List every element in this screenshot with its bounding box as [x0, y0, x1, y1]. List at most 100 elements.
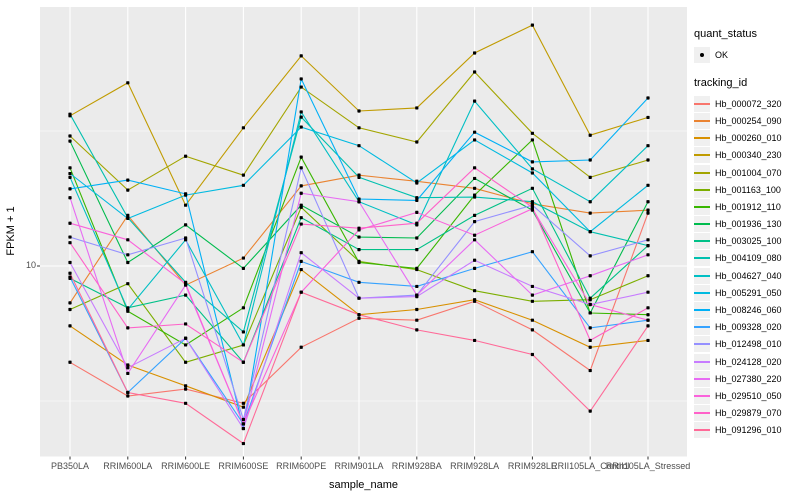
data-point — [68, 114, 72, 118]
data-point — [530, 328, 534, 332]
data-point — [646, 158, 650, 162]
legend-item: Hb_001936_130 — [694, 216, 798, 233]
data-point — [357, 228, 361, 232]
x-tick-label: PB350LA — [50, 461, 90, 471]
data-point — [357, 173, 361, 177]
line-key-icon — [694, 405, 710, 422]
data-point — [646, 253, 650, 257]
data-point — [530, 318, 534, 322]
series-line-Hb_012498_010 — [69, 166, 649, 422]
data-point — [299, 115, 303, 119]
legend-item-label: Hb_027380_220 — [715, 373, 782, 384]
data-point — [126, 213, 130, 217]
data-point — [357, 175, 361, 179]
data-point — [126, 216, 130, 220]
series-line-Hb_004109_080 — [69, 113, 649, 333]
x-axis-title: sample_name — [328, 479, 399, 491]
data-point — [126, 306, 130, 310]
data-point — [588, 230, 592, 234]
data-point — [415, 295, 419, 299]
data-point — [126, 178, 130, 182]
legend-item: Hb_001912_110 — [694, 198, 798, 215]
data-point — [646, 338, 650, 343]
data-point — [473, 176, 477, 181]
legend-item: Hb_000260_010 — [694, 130, 798, 147]
line-key-icon — [694, 147, 710, 164]
legend-item: Hb_003025_100 — [694, 233, 798, 250]
x-tick-label: RRIM600PE — [276, 461, 327, 471]
legend-item-label: Hb_000254_090 — [715, 115, 782, 126]
data-point — [415, 196, 419, 200]
line-key-icon — [694, 319, 710, 336]
data-point — [184, 293, 188, 297]
line-key-icon — [694, 164, 710, 181]
legend-item-label: Hb_029879_070 — [715, 408, 782, 419]
data-point — [588, 302, 592, 307]
data-point — [299, 222, 303, 226]
series-line-Hb_005291_050 — [69, 126, 649, 233]
data-point — [357, 259, 361, 264]
data-point — [68, 187, 72, 191]
data-point — [588, 326, 592, 330]
data-point — [473, 195, 477, 199]
data-point — [473, 51, 477, 55]
data-point — [184, 384, 188, 388]
data-point — [126, 188, 130, 192]
data-point — [184, 283, 188, 287]
data-point — [299, 290, 303, 294]
data-point — [184, 280, 188, 284]
data-point — [241, 266, 245, 270]
data-point — [357, 313, 361, 317]
data-point — [588, 200, 592, 204]
data-point — [241, 126, 245, 130]
data-point — [473, 70, 477, 74]
line-key-icon — [694, 370, 710, 387]
data-point — [357, 200, 361, 204]
x-tick-label: RRII105LA_Stressed — [605, 461, 691, 471]
data-point — [184, 336, 188, 340]
legend-item-label: Hb_000340_230 — [715, 150, 782, 161]
data-point — [588, 338, 592, 343]
data-point — [415, 181, 419, 185]
data-point — [588, 158, 592, 162]
series-line-Hb_001004_070 — [69, 71, 649, 191]
data-point — [299, 191, 303, 195]
legend-item-label: Hb_009328_020 — [715, 322, 782, 333]
legend-item: Hb_000254_090 — [694, 112, 798, 129]
legend-item: Hb_001004_070 — [694, 164, 798, 181]
data-point — [126, 253, 130, 257]
legend-item: Hb_029879_070 — [694, 405, 798, 422]
data-point — [357, 316, 361, 320]
data-point — [126, 390, 130, 395]
data-point — [530, 160, 534, 164]
legend-item: Hb_000072_320 — [694, 95, 798, 112]
legend-item: Hb_008246_060 — [694, 301, 798, 319]
line-key-icon — [694, 95, 710, 112]
data-point — [357, 280, 361, 284]
legend-item-label: Hb_008246_060 — [715, 305, 782, 316]
legend-item-label: Hb_001163_100 — [715, 184, 781, 195]
data-point — [646, 211, 650, 215]
series-line-Hb_004627_040 — [69, 100, 649, 347]
data-point — [473, 298, 477, 302]
legend-item: Hb_024128_020 — [694, 353, 798, 370]
x-tick-label: RRIM928LA — [450, 461, 500, 471]
legend-item: Hb_029510_050 — [694, 387, 798, 404]
data-point — [357, 235, 361, 239]
legend-item: Hb_012498_010 — [694, 336, 798, 353]
data-point — [473, 213, 477, 217]
data-point — [530, 186, 534, 190]
data-point — [126, 309, 130, 313]
data-point — [68, 260, 72, 265]
legend-item: Hb_000340_230 — [694, 147, 798, 164]
data-point — [126, 366, 130, 370]
data-point — [588, 409, 592, 413]
data-point — [299, 203, 303, 207]
y-tick-label-10: 10 — [25, 260, 36, 270]
data-point — [415, 221, 419, 225]
legend-item-label: Hb_004109_080 — [715, 253, 782, 264]
x-tick-label: RRIM600SE — [218, 461, 269, 471]
data-point — [184, 360, 188, 364]
legend-item-label: Hb_000072_320 — [715, 98, 782, 109]
data-point — [184, 343, 188, 347]
